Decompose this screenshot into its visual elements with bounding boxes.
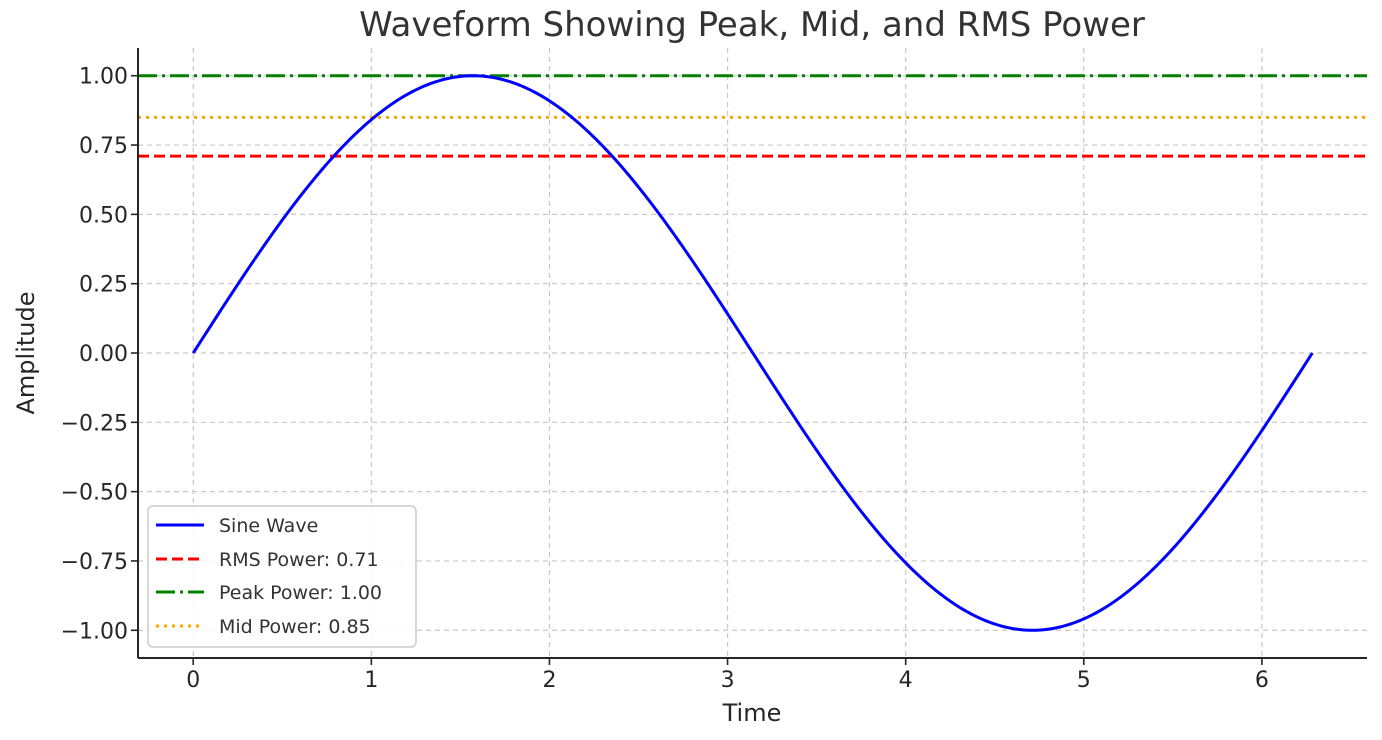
x-tick-label-0: 0: [186, 668, 200, 693]
y-tick-label-8: −1.00: [61, 619, 128, 644]
x-tick-label-4: 4: [899, 668, 913, 693]
y-tick-label-5: −0.25: [61, 411, 128, 436]
series-line-sine-wave: [191, 74, 1314, 632]
x-tick-label-3: 3: [721, 668, 735, 693]
chart-title: Waveform Showing Peak, Mid, and RMS Powe…: [359, 5, 1145, 45]
y-tick-label-1: 0.75: [79, 134, 128, 159]
x-ticks: 0 1 2 3 4 5 6: [186, 658, 1269, 693]
y-tick-label-4: 0.00: [79, 342, 128, 367]
x-tick-label-1: 1: [364, 668, 378, 693]
x-axis-label: Time: [722, 699, 782, 727]
y-ticks: 1.00 0.75 0.50 0.25 0.00 −0.25 −0.50 −0.75 −1.00: [61, 65, 138, 644]
reference-lines: [138, 74, 1367, 158]
y-tick-label-7: −0.75: [61, 550, 128, 575]
x-tick-label-2: 2: [542, 668, 556, 693]
y-tick-label-6: −0.50: [61, 481, 128, 506]
legend-label-sine-wave: Sine Wave: [219, 515, 318, 537]
y-tick-label-0: 1.00: [79, 65, 128, 90]
y-tick-label-2: 0.50: [79, 203, 128, 228]
legend-box: [147, 505, 417, 648]
x-tick-label-5: 5: [1077, 668, 1091, 693]
legend-label-peak-power: Peak Power: 1.00: [219, 582, 382, 604]
y-tick-label-3: 0.25: [79, 273, 128, 298]
x-tick-label-6: 6: [1255, 668, 1269, 693]
legend-label-rms-power: RMS Power: 0.71: [219, 549, 379, 571]
legend-label-mid-power: Mid Power: 0.85: [219, 616, 371, 638]
legend: Sine Wave RMS Power: 0.71 Peak Power: 1.…: [147, 505, 417, 648]
y-axis-label: Amplitude: [12, 292, 40, 415]
